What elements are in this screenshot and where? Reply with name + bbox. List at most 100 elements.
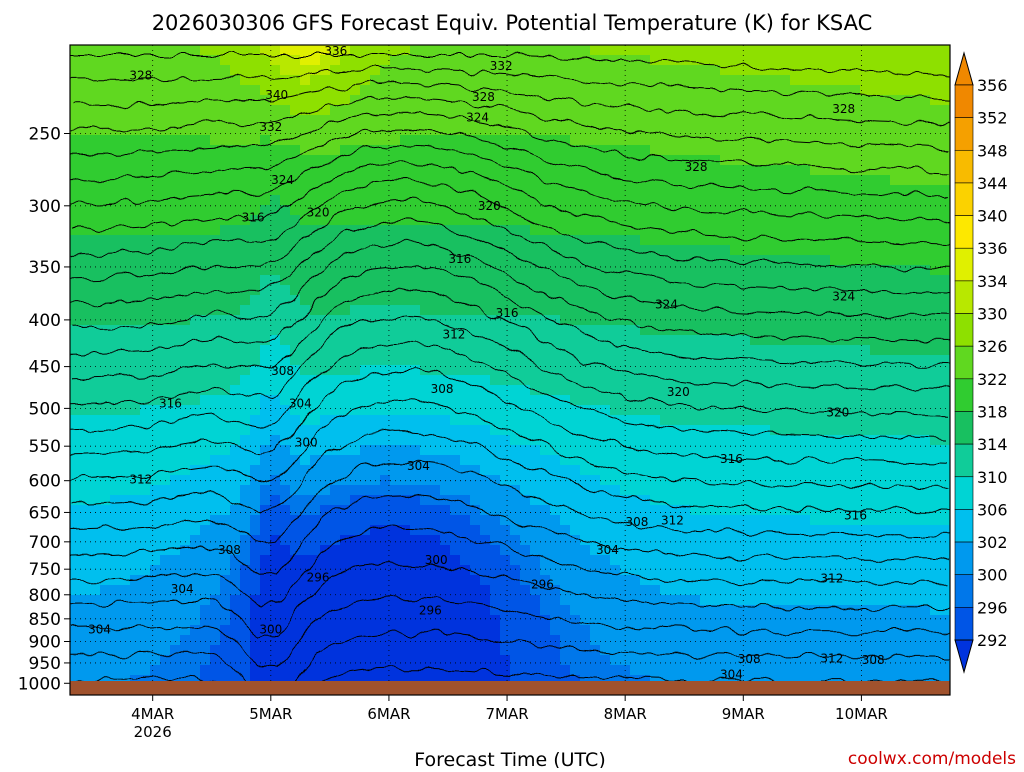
field-cell — [750, 485, 761, 496]
field-cell — [650, 145, 661, 156]
field-cell — [810, 95, 821, 106]
field-cell — [510, 675, 521, 686]
field-cell — [700, 435, 711, 446]
field-cell — [760, 665, 771, 676]
field-cell — [220, 45, 231, 56]
field-cell — [240, 55, 251, 66]
field-cell — [320, 485, 331, 496]
field-cell — [510, 645, 521, 656]
field-cell — [130, 345, 141, 356]
field-cell — [90, 535, 101, 546]
field-cell — [420, 165, 431, 176]
field-cell — [450, 575, 461, 586]
field-cell — [450, 445, 461, 456]
field-cell — [570, 95, 581, 106]
field-cell — [670, 405, 681, 416]
field-cell — [130, 165, 141, 176]
field-cell — [80, 585, 91, 596]
field-cell — [720, 105, 731, 116]
field-cell — [200, 455, 211, 466]
field-cell — [70, 105, 81, 116]
field-cell — [140, 525, 151, 536]
field-cell — [600, 525, 611, 536]
field-cell — [300, 425, 311, 436]
field-cell — [350, 165, 361, 176]
field-cell — [110, 615, 121, 626]
field-cell — [290, 345, 301, 356]
field-cell — [90, 655, 101, 666]
field-cell — [320, 415, 331, 426]
field-cell — [560, 335, 571, 346]
field-cell — [460, 245, 471, 256]
field-cell — [660, 505, 671, 516]
field-cell — [520, 505, 531, 516]
field-cell — [240, 375, 251, 386]
field-cell — [160, 145, 171, 156]
field-cell — [240, 595, 251, 606]
field-cell — [110, 485, 121, 496]
field-cell — [810, 115, 821, 126]
field-cell — [350, 325, 361, 336]
field-cell — [750, 605, 761, 616]
field-cell — [190, 345, 201, 356]
field-cell — [660, 485, 671, 496]
field-cell — [660, 425, 671, 436]
field-cell — [590, 245, 601, 256]
field-cell — [90, 545, 101, 556]
field-cell — [820, 105, 831, 116]
field-cell — [90, 145, 101, 156]
field-cell — [690, 505, 701, 516]
field-cell — [680, 465, 691, 476]
field-cell — [120, 355, 131, 366]
field-cell — [660, 285, 671, 296]
field-cell — [590, 515, 601, 526]
field-cell — [240, 655, 251, 666]
field-cell — [310, 435, 321, 446]
field-cell — [400, 495, 411, 506]
field-cell — [310, 645, 321, 656]
field-cell — [310, 605, 321, 616]
field-cell — [660, 185, 671, 196]
field-cell — [110, 255, 121, 266]
field-cell — [240, 625, 251, 636]
field-cell — [230, 415, 241, 426]
field-cell — [330, 665, 341, 676]
field-cell — [350, 95, 361, 106]
field-cell — [450, 555, 461, 566]
field-cell — [760, 365, 771, 376]
field-cell — [350, 365, 361, 376]
field-cell — [400, 45, 411, 56]
field-cell — [90, 335, 101, 346]
field-cell — [570, 675, 581, 686]
field-cell — [130, 525, 141, 536]
field-cell — [730, 625, 741, 636]
field-cell — [230, 75, 241, 86]
field-cell — [660, 365, 671, 376]
field-cell — [310, 175, 321, 186]
field-cell — [560, 615, 571, 626]
field-cell — [590, 295, 601, 306]
field-cell — [390, 545, 401, 556]
field-cell — [550, 665, 561, 676]
field-cell — [110, 95, 121, 106]
field-cell — [280, 435, 291, 446]
field-cell — [800, 585, 811, 596]
field-cell — [490, 165, 501, 176]
field-cell — [600, 625, 611, 636]
field-cell — [790, 415, 801, 426]
field-cell — [690, 315, 701, 326]
field-cell — [270, 185, 281, 196]
field-cell — [340, 375, 351, 386]
field-cell — [600, 45, 611, 56]
field-cell — [280, 465, 291, 476]
field-cell — [710, 305, 721, 316]
field-cell — [700, 225, 711, 236]
field-cell — [650, 585, 661, 596]
field-cell — [630, 415, 641, 426]
field-cell — [500, 95, 511, 106]
field-cell — [250, 335, 261, 346]
field-cell — [440, 485, 451, 496]
field-cell — [680, 225, 691, 236]
field-cell — [480, 235, 491, 246]
field-cell — [590, 345, 601, 356]
